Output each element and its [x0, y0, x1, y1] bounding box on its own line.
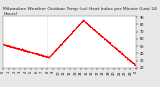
Text: Milwaukee Weather Outdoor Temp (vs) Heat Index per Minute (Last 24 Hours): Milwaukee Weather Outdoor Temp (vs) Heat…: [3, 7, 157, 16]
